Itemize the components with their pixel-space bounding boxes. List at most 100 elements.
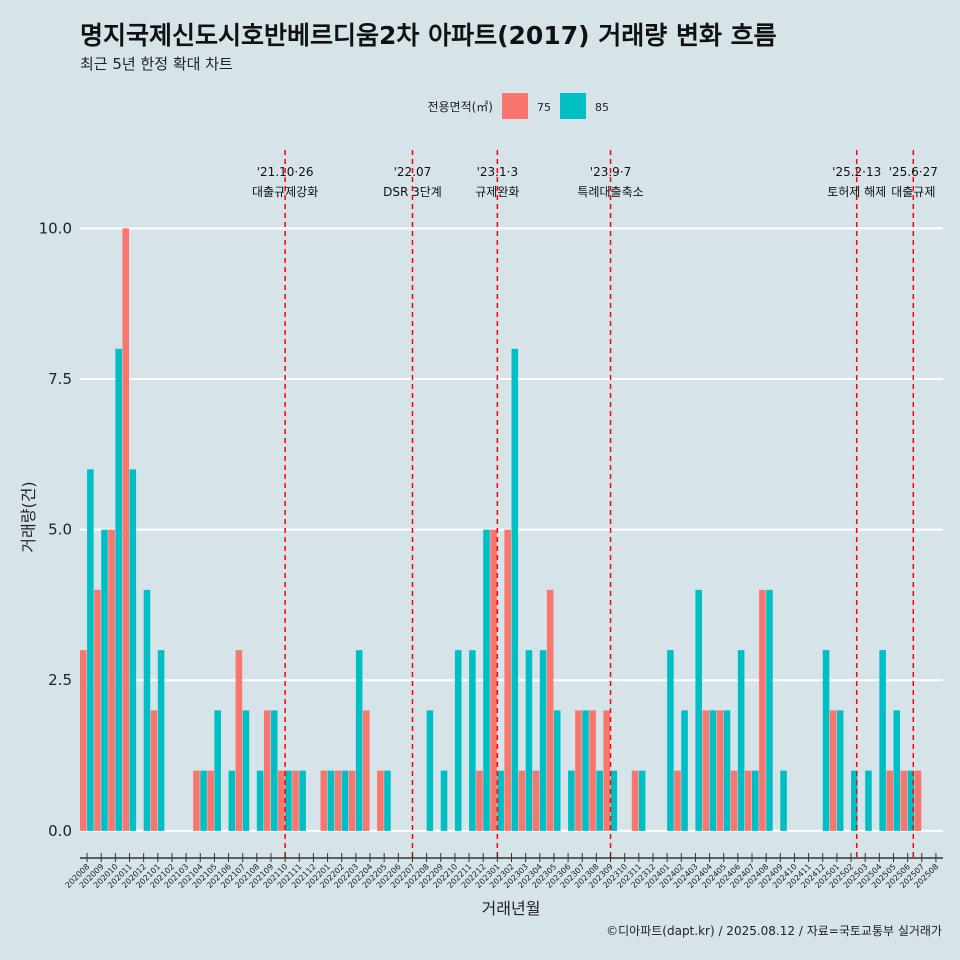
bar-202302-75 bbox=[504, 529, 511, 831]
bar-202202-85 bbox=[341, 770, 349, 831]
bar-202010-75 bbox=[108, 529, 115, 831]
bar-202205-75 bbox=[377, 770, 384, 831]
bar-202205-85 bbox=[384, 770, 391, 831]
bar-202307-75 bbox=[575, 710, 582, 831]
policy-date: '21.10·26 bbox=[257, 165, 314, 179]
bar-202402-85 bbox=[681, 710, 688, 831]
bar-202311-85 bbox=[638, 770, 646, 831]
bar-202306-85 bbox=[568, 770, 575, 831]
bar-202208-85 bbox=[426, 710, 434, 831]
bars bbox=[80, 228, 922, 831]
bar-202308-75 bbox=[589, 710, 596, 831]
legend-swatch-75 bbox=[502, 93, 528, 119]
policy-date: '25.2·13 bbox=[832, 165, 881, 179]
bar-202105-85 bbox=[214, 710, 221, 831]
bar-202008-85 bbox=[87, 469, 94, 831]
policy-date: '25.6·27 bbox=[889, 165, 938, 179]
y-tick-label: 2.5 bbox=[48, 671, 72, 689]
bar-202408-75 bbox=[759, 589, 766, 831]
bar-202101-75 bbox=[150, 710, 158, 831]
bar-202409-85 bbox=[780, 770, 787, 831]
bar-202405-85 bbox=[723, 710, 731, 831]
bar-202201-75 bbox=[320, 770, 328, 831]
policy-date: '22.07 bbox=[394, 165, 432, 179]
bar-202101-85 bbox=[157, 650, 165, 831]
bar-202308-85 bbox=[596, 770, 603, 831]
bar-202406-75 bbox=[730, 770, 738, 831]
legend-label-75: 75 bbox=[537, 101, 551, 114]
policy-label: 토허제 해제 bbox=[827, 185, 886, 199]
bar-202009-85 bbox=[101, 529, 108, 831]
bar-202309-75 bbox=[603, 710, 611, 831]
y-axis: 0.0 2.5 5.0 7.5 10.0 bbox=[39, 219, 72, 840]
legend-title: 전용면적(㎡) bbox=[427, 100, 493, 114]
bar-202501-85 bbox=[836, 710, 844, 831]
bar-202110-75 bbox=[278, 770, 285, 831]
bar-202506-85 bbox=[907, 770, 915, 831]
bar-202212-75 bbox=[476, 770, 483, 831]
bar-202201-85 bbox=[327, 770, 335, 831]
bar-202109-85 bbox=[270, 710, 278, 831]
bar-202203-85 bbox=[355, 650, 363, 831]
y-tick-label: 10.0 bbox=[39, 219, 72, 237]
bar-202009-75 bbox=[94, 589, 101, 831]
bar-202506-75 bbox=[900, 770, 908, 831]
bar-202406-85 bbox=[737, 650, 745, 831]
bar-202302-85 bbox=[511, 348, 519, 831]
x-axis-title: 거래년월 bbox=[482, 899, 541, 918]
legend-swatch-85 bbox=[560, 93, 586, 119]
bar-202204-75 bbox=[362, 710, 370, 831]
policy-date: '23.1·3 bbox=[477, 165, 518, 179]
bar-202304-85 bbox=[539, 650, 547, 831]
bar-202010-85 bbox=[115, 348, 122, 831]
bar-202210-85 bbox=[454, 650, 462, 831]
chart-subtitle: 최근 5년 한정 확대 차트 bbox=[80, 55, 233, 73]
policy-date: '23.9·7 bbox=[590, 165, 631, 179]
bar-202203-75 bbox=[348, 770, 356, 831]
bar-202407-85 bbox=[752, 770, 759, 831]
bar-202307-85 bbox=[582, 710, 589, 831]
bar-202303-75 bbox=[518, 770, 526, 831]
bar-202403-85 bbox=[695, 589, 702, 831]
y-tick-label: 7.5 bbox=[48, 370, 72, 388]
bar-202404-85 bbox=[709, 710, 717, 831]
bar-202106-85 bbox=[228, 770, 236, 831]
policy-label: DSR 3단계 bbox=[383, 185, 442, 199]
bar-202111-75 bbox=[292, 770, 299, 831]
bar-202212-85 bbox=[483, 529, 490, 831]
y-tick-label: 0.0 bbox=[48, 822, 72, 840]
policy-label: 대출규제강화 bbox=[252, 185, 318, 199]
bar-202107-75 bbox=[235, 650, 243, 831]
bar-202109-75 bbox=[263, 710, 271, 831]
bar-202011-75 bbox=[122, 228, 130, 831]
bar-202303-85 bbox=[525, 650, 533, 831]
bar-202012-85 bbox=[143, 589, 151, 831]
bar-202502-85 bbox=[851, 770, 858, 831]
bar-202305-75 bbox=[546, 589, 554, 831]
bar-202301-85 bbox=[497, 770, 504, 831]
bar-202311-75 bbox=[631, 770, 639, 831]
policy-label: 규제완화 bbox=[475, 185, 519, 199]
chart-title: 명지국제신도시호반베르디움2차 아파트(2017) 거래량 변화 흐름 bbox=[80, 21, 777, 50]
bar-202309-85 bbox=[610, 770, 618, 831]
bar-202404-75 bbox=[702, 710, 710, 831]
bar-202507-75 bbox=[914, 770, 922, 831]
bar-202505-75 bbox=[886, 770, 893, 831]
bar-202105-75 bbox=[207, 770, 214, 831]
policy-label: 특례대출축소 bbox=[577, 185, 643, 199]
policy-lines bbox=[284, 150, 915, 858]
bar-202504-85 bbox=[879, 650, 886, 831]
bar-202104-85 bbox=[200, 770, 207, 831]
legend-label-85: 85 bbox=[595, 101, 609, 114]
policy-annotations: '21.10·26 대출규제강화 '22.07 DSR 3단계 '23.1·3 규제완화 '… bbox=[252, 165, 938, 199]
bar-202008-75 bbox=[80, 650, 87, 831]
bar-202304-75 bbox=[532, 770, 540, 831]
bar-202108-85 bbox=[256, 770, 264, 831]
bar-202503-85 bbox=[865, 770, 872, 831]
bar-202407-75 bbox=[744, 770, 752, 831]
bar-202401-85 bbox=[667, 650, 674, 831]
x-axis: 2020082020092020102020112020122021012021… bbox=[64, 853, 943, 890]
bar-202104-75 bbox=[193, 770, 200, 831]
bar-202412-85 bbox=[822, 650, 830, 831]
